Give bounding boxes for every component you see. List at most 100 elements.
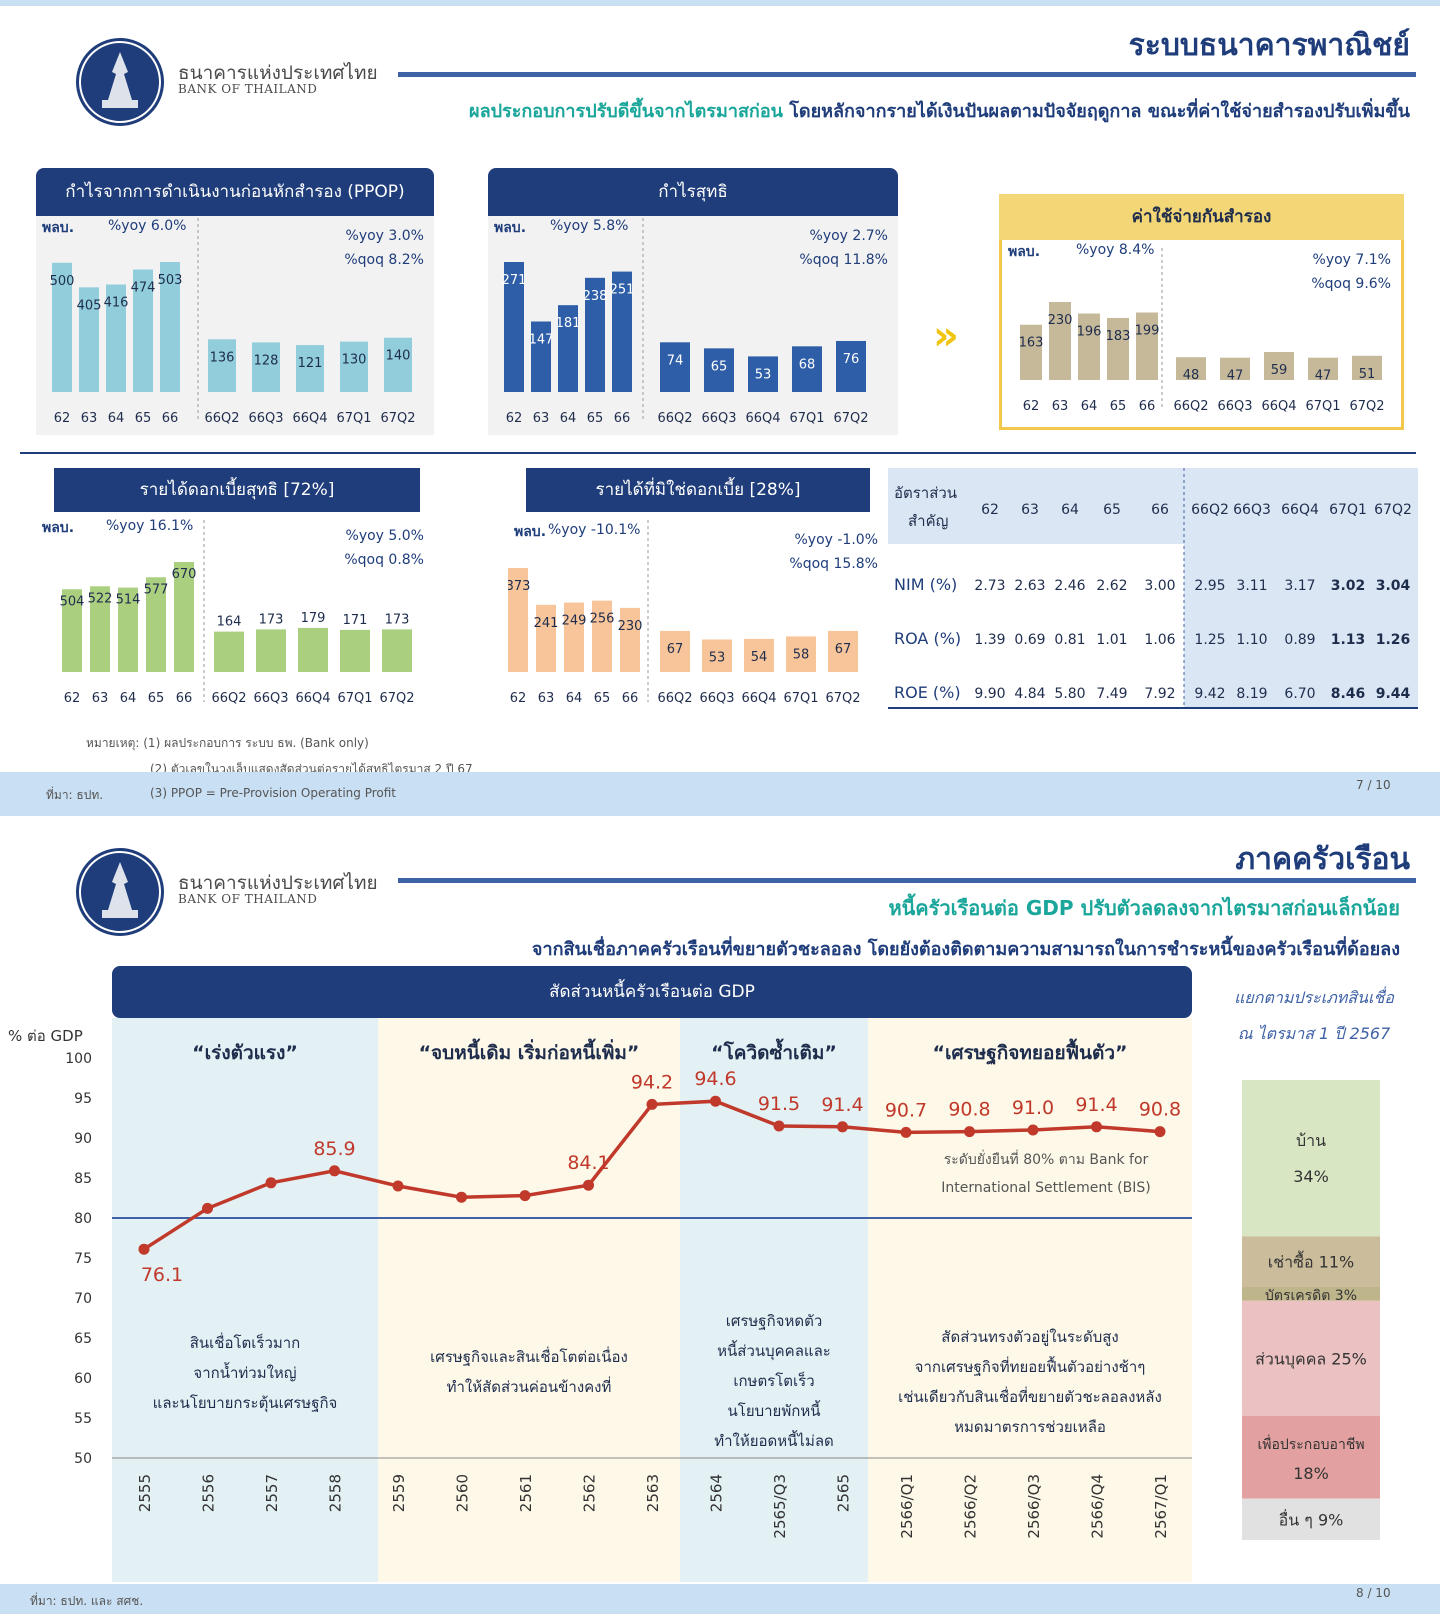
annual-bar-label: 500 [50, 274, 75, 289]
x-tick-label: 2562 [581, 1474, 599, 1512]
annual-tick-label: 66 [622, 691, 639, 706]
data-point [456, 1191, 467, 1203]
y-tick-label: 75 [74, 1251, 92, 1267]
ppop-panel-title: กำไรจากการดำเนินงานก่อนหักสำรอง (PPOP) [36, 168, 434, 216]
loan-segment [1242, 1080, 1380, 1237]
logo-text-english: BANK OF THAILAND [178, 82, 318, 96]
annual-tick-label: 63 [533, 411, 550, 426]
annual-tick-label: 66 [162, 411, 179, 426]
y-tick-label: 60 [74, 1371, 92, 1387]
logo-text-thai: ธนาคารแห่งประเทศไทย [178, 62, 378, 84]
quarterly-bar [836, 340, 866, 392]
desc-line: หมดมาตรการช่วยเหลือ [954, 1418, 1106, 1436]
ratio-cell: 3.00 [1144, 578, 1175, 594]
ratio-cell: 1.26 [1376, 632, 1411, 648]
data-point [1027, 1124, 1039, 1136]
era-desc-4: สัดส่วนทรงตัวอยู่ในระดับสูง จากเศรษฐกิจท… [868, 1322, 1192, 1442]
annual-bar-label: 163 [1019, 336, 1044, 351]
quarterly-tick-label: 67Q2 [833, 411, 868, 426]
ppop-chart: พลบ. %yoy 6.0% %yoy 3.0% %qoq 8.2% 500 62 405 6… [42, 218, 424, 426]
ratio-column-header: 66 [1151, 502, 1169, 518]
x-tick-label: 2566/Q1 [898, 1474, 916, 1539]
annual-tick-label: 65 [1110, 399, 1127, 414]
ratio-column-header: 62 [981, 502, 999, 518]
data-point [646, 1098, 658, 1110]
quarterly-tick-label: 66Q4 [741, 691, 776, 706]
data-point [265, 1177, 277, 1189]
quarterly-yoy-label: %yoy 7.1% [1313, 252, 1391, 268]
data-point [773, 1120, 785, 1132]
quarterly-qoq-label: %qoq 8.2% [344, 252, 424, 268]
net-profit-chart: พลบ. %yoy 5.8% %yoy 2.7% %qoq 11.8% 271 62 147… [494, 218, 888, 426]
stack-title-2: ณ ไตรมาส 1 ปี 2567 [1237, 1024, 1391, 1043]
annual-bar-label: 238 [583, 289, 608, 304]
loan-segment [1242, 1236, 1380, 1287]
era-desc-2: เศรษฐกิจและสินเชื่อโตต่อเนื่อง ทำให้สัดส… [378, 1342, 680, 1402]
annual-tick-label: 65 [148, 691, 165, 706]
loan-segment-label: 18% [1293, 1464, 1329, 1483]
quarterly-bar-label: 47 [1315, 369, 1332, 384]
annual-tick-label: 62 [54, 411, 71, 426]
annual-bar-label: 522 [88, 591, 113, 606]
ratio-cell: 7.49 [1096, 686, 1127, 702]
quarterly-bar-label: 136 [210, 350, 235, 365]
data-label: 94.2 [631, 1071, 673, 1093]
data-point [964, 1126, 975, 1138]
annual-bar [1107, 317, 1129, 380]
annual-bar [90, 586, 110, 672]
ratio-cell: 9.42 [1194, 686, 1225, 702]
data-point [900, 1126, 912, 1138]
ratio-cell: 0.89 [1284, 632, 1315, 648]
annual-tick-label: 62 [64, 691, 81, 706]
provision-chart: พลบ. %yoy 8.4% %yoy 7.1% %qoq 9.6% 163 62 230 6… [1008, 242, 1391, 414]
annual-bar-label: 670 [172, 567, 197, 582]
ratio-row-label: NIM (%) [894, 575, 957, 594]
x-tick-label: 2566/Q3 [1025, 1474, 1043, 1539]
ratio-header-label: สำคัญ [908, 512, 948, 530]
loan-segment-label: เช่าซื้อ 11% [1268, 1251, 1354, 1272]
bot-logo-icon [76, 38, 164, 126]
y-axis-label: % ต่อ GDP [8, 1027, 83, 1045]
quarterly-bar [660, 342, 690, 392]
era-background [868, 1018, 1192, 1582]
quarterly-bar-label: 68 [799, 357, 816, 372]
x-tick-label: 2566/Q4 [1089, 1474, 1107, 1539]
quarterly-bar [340, 629, 370, 672]
headline-green: หนี้ครัวเรือนต่อ GDP ปรับตัวลดลงจากไตรมา… [888, 896, 1400, 920]
annual-bar [174, 562, 194, 672]
annual-bar [531, 321, 551, 392]
bis-note-line: ระดับยั่งยืนที่ 80% ตาม Bank for [943, 1152, 1149, 1168]
loan-segment-label: 34% [1293, 1167, 1329, 1186]
era-label-1: “เร่งตัวแรง” [192, 1042, 298, 1064]
annual-bar-label: 183 [1106, 329, 1131, 344]
annual-tick-label: 66 [614, 411, 631, 426]
quarterly-qoq-label: %qoq 11.8% [799, 252, 888, 268]
quarterly-bar-label: 58 [793, 647, 810, 662]
annual-bar [133, 269, 153, 392]
quarterly-bar-label: 171 [343, 613, 368, 628]
household-chart-title: สัดส่วนหนี้ครัวเรือนต่อ GDP [112, 966, 1192, 1018]
x-tick-label: 2557 [263, 1474, 281, 1512]
title-rule [398, 878, 1416, 883]
x-tick-label: 2564 [708, 1474, 726, 1512]
data-label: 76.1 [141, 1264, 183, 1286]
annual-yoy-label: %yoy -10.1% [548, 522, 640, 538]
quarterly-bar [748, 356, 778, 392]
quarterly-bar-label: 59 [1271, 363, 1288, 378]
quarterly-bar [382, 629, 412, 672]
x-tick-label: 2560 [454, 1474, 472, 1512]
x-tick-label: 2558 [327, 1474, 345, 1512]
annual-bar [592, 600, 612, 672]
annual-yoy-label: %yoy 8.4% [1076, 242, 1154, 258]
quarterly-bar-label: 53 [709, 650, 726, 665]
data-label: 91.0 [1012, 1097, 1054, 1119]
annual-tick-label: 64 [560, 411, 577, 426]
ratio-cell: 7.92 [1144, 686, 1175, 702]
ratio-cell: 3.17 [1284, 578, 1315, 594]
desc-line: เกษตรโตเร็ว [733, 1372, 815, 1390]
desc-line: จากเศรษฐกิจที่ทยอยฟื้นตัวอย่างช้าๆ [914, 1358, 1146, 1376]
annual-bar-label: 196 [1077, 325, 1102, 340]
page-number: 7 / 10 [1356, 778, 1391, 792]
annual-bar [536, 604, 556, 672]
quarterly-qoq-label: %qoq 0.8% [344, 552, 424, 568]
